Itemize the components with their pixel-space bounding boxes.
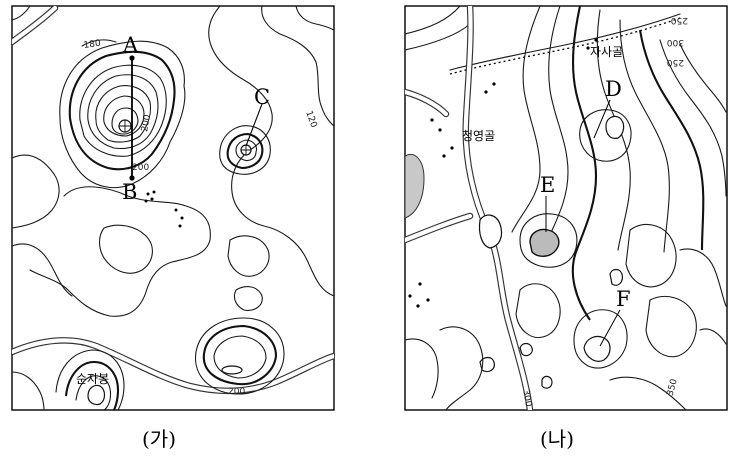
map-na: D E F 자사골 청영골 250 300 350 300 250 (나) <box>404 5 728 451</box>
contour-350-label: 350 <box>666 378 680 397</box>
contour-200-bottom-label: 200 <box>228 387 245 397</box>
leader-f <box>599 309 621 347</box>
map-ga-frame <box>11 5 335 411</box>
map-ga: A B C 180 200 200 120 200 순자봉 (가) <box>11 5 335 451</box>
contour-300-top-label: 300 <box>667 37 684 47</box>
point-a-label: A <box>122 33 139 57</box>
contour-200-top-label: 200 <box>140 114 153 133</box>
point-e-label: E <box>540 173 555 197</box>
point-d-label: D <box>605 77 622 101</box>
point-b-label: B <box>122 180 137 204</box>
place-jasagol-label: 자사골 <box>590 45 623 59</box>
contour-250-right-label: 250 <box>667 57 684 67</box>
point-f-label: F <box>616 287 631 311</box>
leader-d <box>593 99 611 139</box>
caption-ga: (가) <box>142 427 176 451</box>
caption-na: (나) <box>540 427 574 451</box>
contour-300-bottom-label: 300 <box>520 389 533 408</box>
pond <box>405 154 425 219</box>
place-cheongyeonggol-label: 청영골 <box>462 129 495 143</box>
contour-180-label: 180 <box>83 39 102 51</box>
place-sunjabong-label: 순자봉 <box>76 372 109 386</box>
contour-250-top-label: 250 <box>671 15 688 25</box>
map-na-contours <box>405 6 727 410</box>
contour-200-mid-label: 200 <box>132 163 149 173</box>
point-c-label: C <box>254 85 270 109</box>
map-ga-contours <box>12 6 334 410</box>
